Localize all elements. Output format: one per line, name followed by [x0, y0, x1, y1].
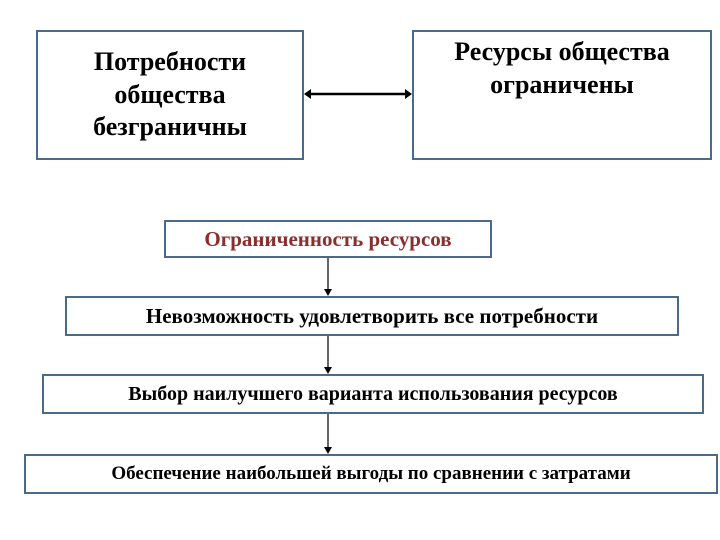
box-impossibility: Невозможность удовлетворить все потребно…	[65, 296, 679, 336]
box-max-benefit: Обеспечение наибольшей выгоды по сравнен…	[24, 454, 718, 494]
box-text: Невозможность удовлетворить все потребно…	[146, 303, 598, 329]
double-arrow	[292, 82, 424, 106]
box-resources-limited: Ресурсы общества ограничены	[412, 30, 712, 160]
box-text: Обеспечение наибольшей выгоды по сравнен…	[111, 462, 630, 486]
arrow-2	[316, 324, 340, 386]
box-needs-unlimited: Потребности общества безграничны	[36, 30, 304, 160]
arrow-1	[316, 246, 340, 308]
box-text: Выбор наилучшего варианта использования …	[128, 382, 617, 407]
box-text: Потребности общества безграничны	[42, 46, 298, 144]
arrow-3	[316, 402, 340, 466]
box-text: Ресурсы общества ограничены	[418, 36, 706, 101]
box-best-choice: Выбор наилучшего варианта использования …	[42, 374, 704, 414]
